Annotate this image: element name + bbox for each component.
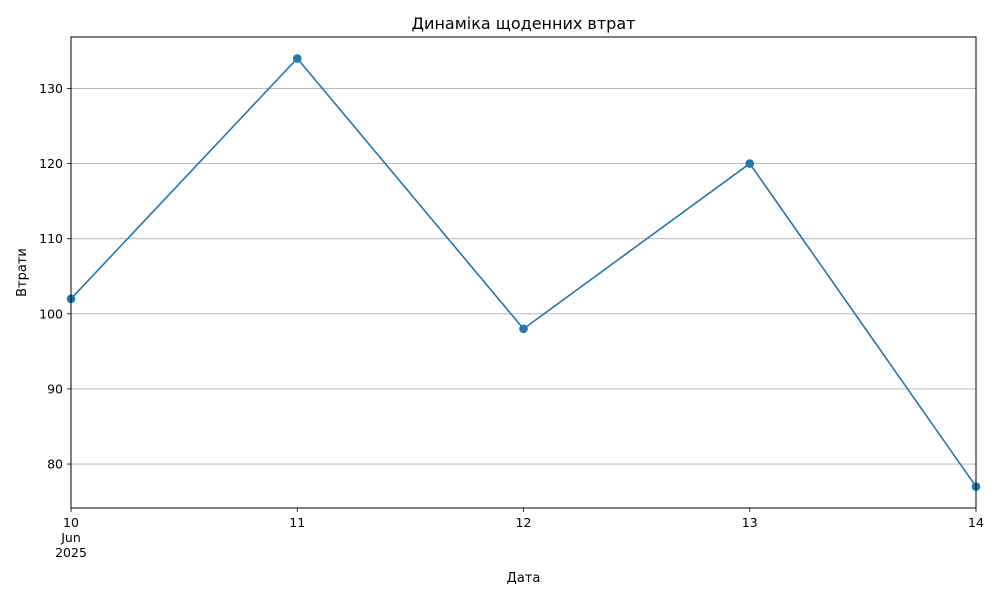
x-tick-label: 12 [516,515,532,530]
x-axis-label: Дата [507,571,541,586]
y-tick-label: 100 [39,306,63,321]
x-tick-label: 2025 [55,545,87,560]
y-tick-label: 110 [39,231,63,246]
y-axis-ticks: 80 90 100 110 120 130 [39,81,71,472]
x-tick-label: 10 [63,515,79,530]
data-point [519,324,528,334]
y-axis-label: Втрати [15,248,30,297]
y-tick-label: 90 [47,381,63,396]
chart-title: Динаміка щоденних втрат [412,14,636,33]
x-tick-label: 14 [968,515,984,530]
x-tick-label: 11 [289,515,305,530]
data-point [745,159,755,168]
x-tick-label: 13 [742,515,758,530]
data-point [292,54,302,63]
grid-lines [71,88,976,465]
y-tick-label: 130 [39,81,63,96]
y-tick-label: 120 [39,156,63,171]
y-tick-label: 80 [47,457,63,472]
x-tick-label: Jun [60,530,81,545]
